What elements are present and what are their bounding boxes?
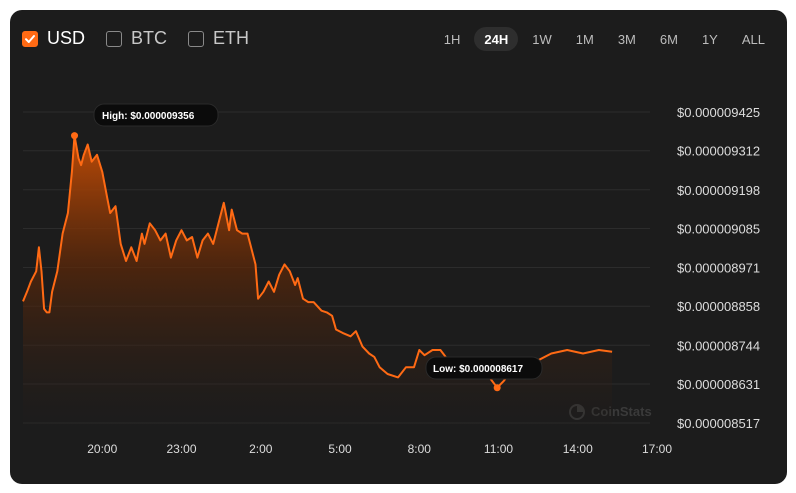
currency-option-eth[interactable]: ETH xyxy=(188,28,249,49)
y-tick-label: $0.000008971 xyxy=(677,261,760,276)
high-tooltip-bg xyxy=(93,103,219,127)
range-button-all[interactable]: ALL xyxy=(741,31,765,47)
x-tick-label: 23:00 xyxy=(166,442,196,456)
checkbox-checked-icon[interactable] xyxy=(22,30,38,47)
low-tooltip-text: Low: $0.000008617 xyxy=(433,364,523,375)
range-button-24h[interactable]: 24H xyxy=(474,27,519,51)
low-tooltip: Low: $0.000008617 xyxy=(425,356,543,380)
x-axis-labels: 20:00 23:00 2:00 5:00 8:00 11:00 14:00 17:00 xyxy=(87,442,672,456)
y-tick-label: $0.000009312 xyxy=(677,144,760,159)
checkbox-unchecked-icon[interactable] xyxy=(106,30,123,47)
y-tick-label: $0.000009198 xyxy=(677,183,760,198)
currency-option-btc[interactable]: BTC xyxy=(106,28,167,49)
y-tick-label: $0.000009425 xyxy=(677,105,760,120)
range-button-3m[interactable]: 3M xyxy=(617,31,636,47)
currency-label-eth: ETH xyxy=(213,28,250,48)
high-tooltip: High: $0.000009356 xyxy=(93,103,219,127)
y-tick-label: $0.000008858 xyxy=(677,299,760,314)
currency-option-usd[interactable]: USD xyxy=(22,28,85,49)
y-tick-label: $0.000008744 xyxy=(677,338,760,353)
x-tick-label: 17:00 xyxy=(642,442,672,456)
y-tick-label: $0.000009085 xyxy=(677,221,760,236)
range-button-1w[interactable]: 1W xyxy=(532,31,552,47)
price-line[interactable] xyxy=(22,134,613,389)
y-tick-label: $0.000008517 xyxy=(677,416,760,431)
x-tick-label: 8:00 xyxy=(408,442,432,456)
high-tooltip-text: High: $0.000009356 xyxy=(102,111,195,122)
currency-label-usd: USD xyxy=(47,28,86,48)
x-tick-label: 14:00 xyxy=(563,442,593,456)
range-button-6m[interactable]: 6M xyxy=(659,31,678,47)
price-chart-card: USD BTC ETH 1H 24H 1W 1M 3M 6M 1Y ALL xyxy=(10,10,787,484)
y-axis-labels: $0.000009425 $0.000009312 $0.000009198 $0.0… xyxy=(677,105,760,431)
currency-selector: USD BTC ETH xyxy=(22,28,270,49)
low-marker[interactable] xyxy=(493,384,501,392)
low-tooltip-bg xyxy=(425,356,543,380)
high-marker[interactable] xyxy=(71,132,79,140)
x-tick-label: 5:00 xyxy=(328,442,352,456)
range-button-1m[interactable]: 1M xyxy=(575,31,594,47)
y-tick-label: $0.000008631 xyxy=(677,377,760,392)
checkbox-unchecked-icon[interactable] xyxy=(188,30,205,47)
price-area xyxy=(23,135,613,433)
range-button-1y[interactable]: 1Y xyxy=(701,31,718,47)
currency-label-btc: BTC xyxy=(131,28,168,48)
x-tick-label: 2:00 xyxy=(249,442,273,456)
price-chart[interactable]: CoinStats $0.000009425$0.000009312$0.000… xyxy=(10,10,787,484)
time-range-selector: 1H 24H 1W 1M 3M 6M 1Y ALL xyxy=(430,27,775,51)
x-tick-label: 20:00 xyxy=(87,442,117,456)
x-tick-label: 11:00 xyxy=(484,442,513,456)
range-button-1h[interactable]: 1H xyxy=(443,31,461,47)
